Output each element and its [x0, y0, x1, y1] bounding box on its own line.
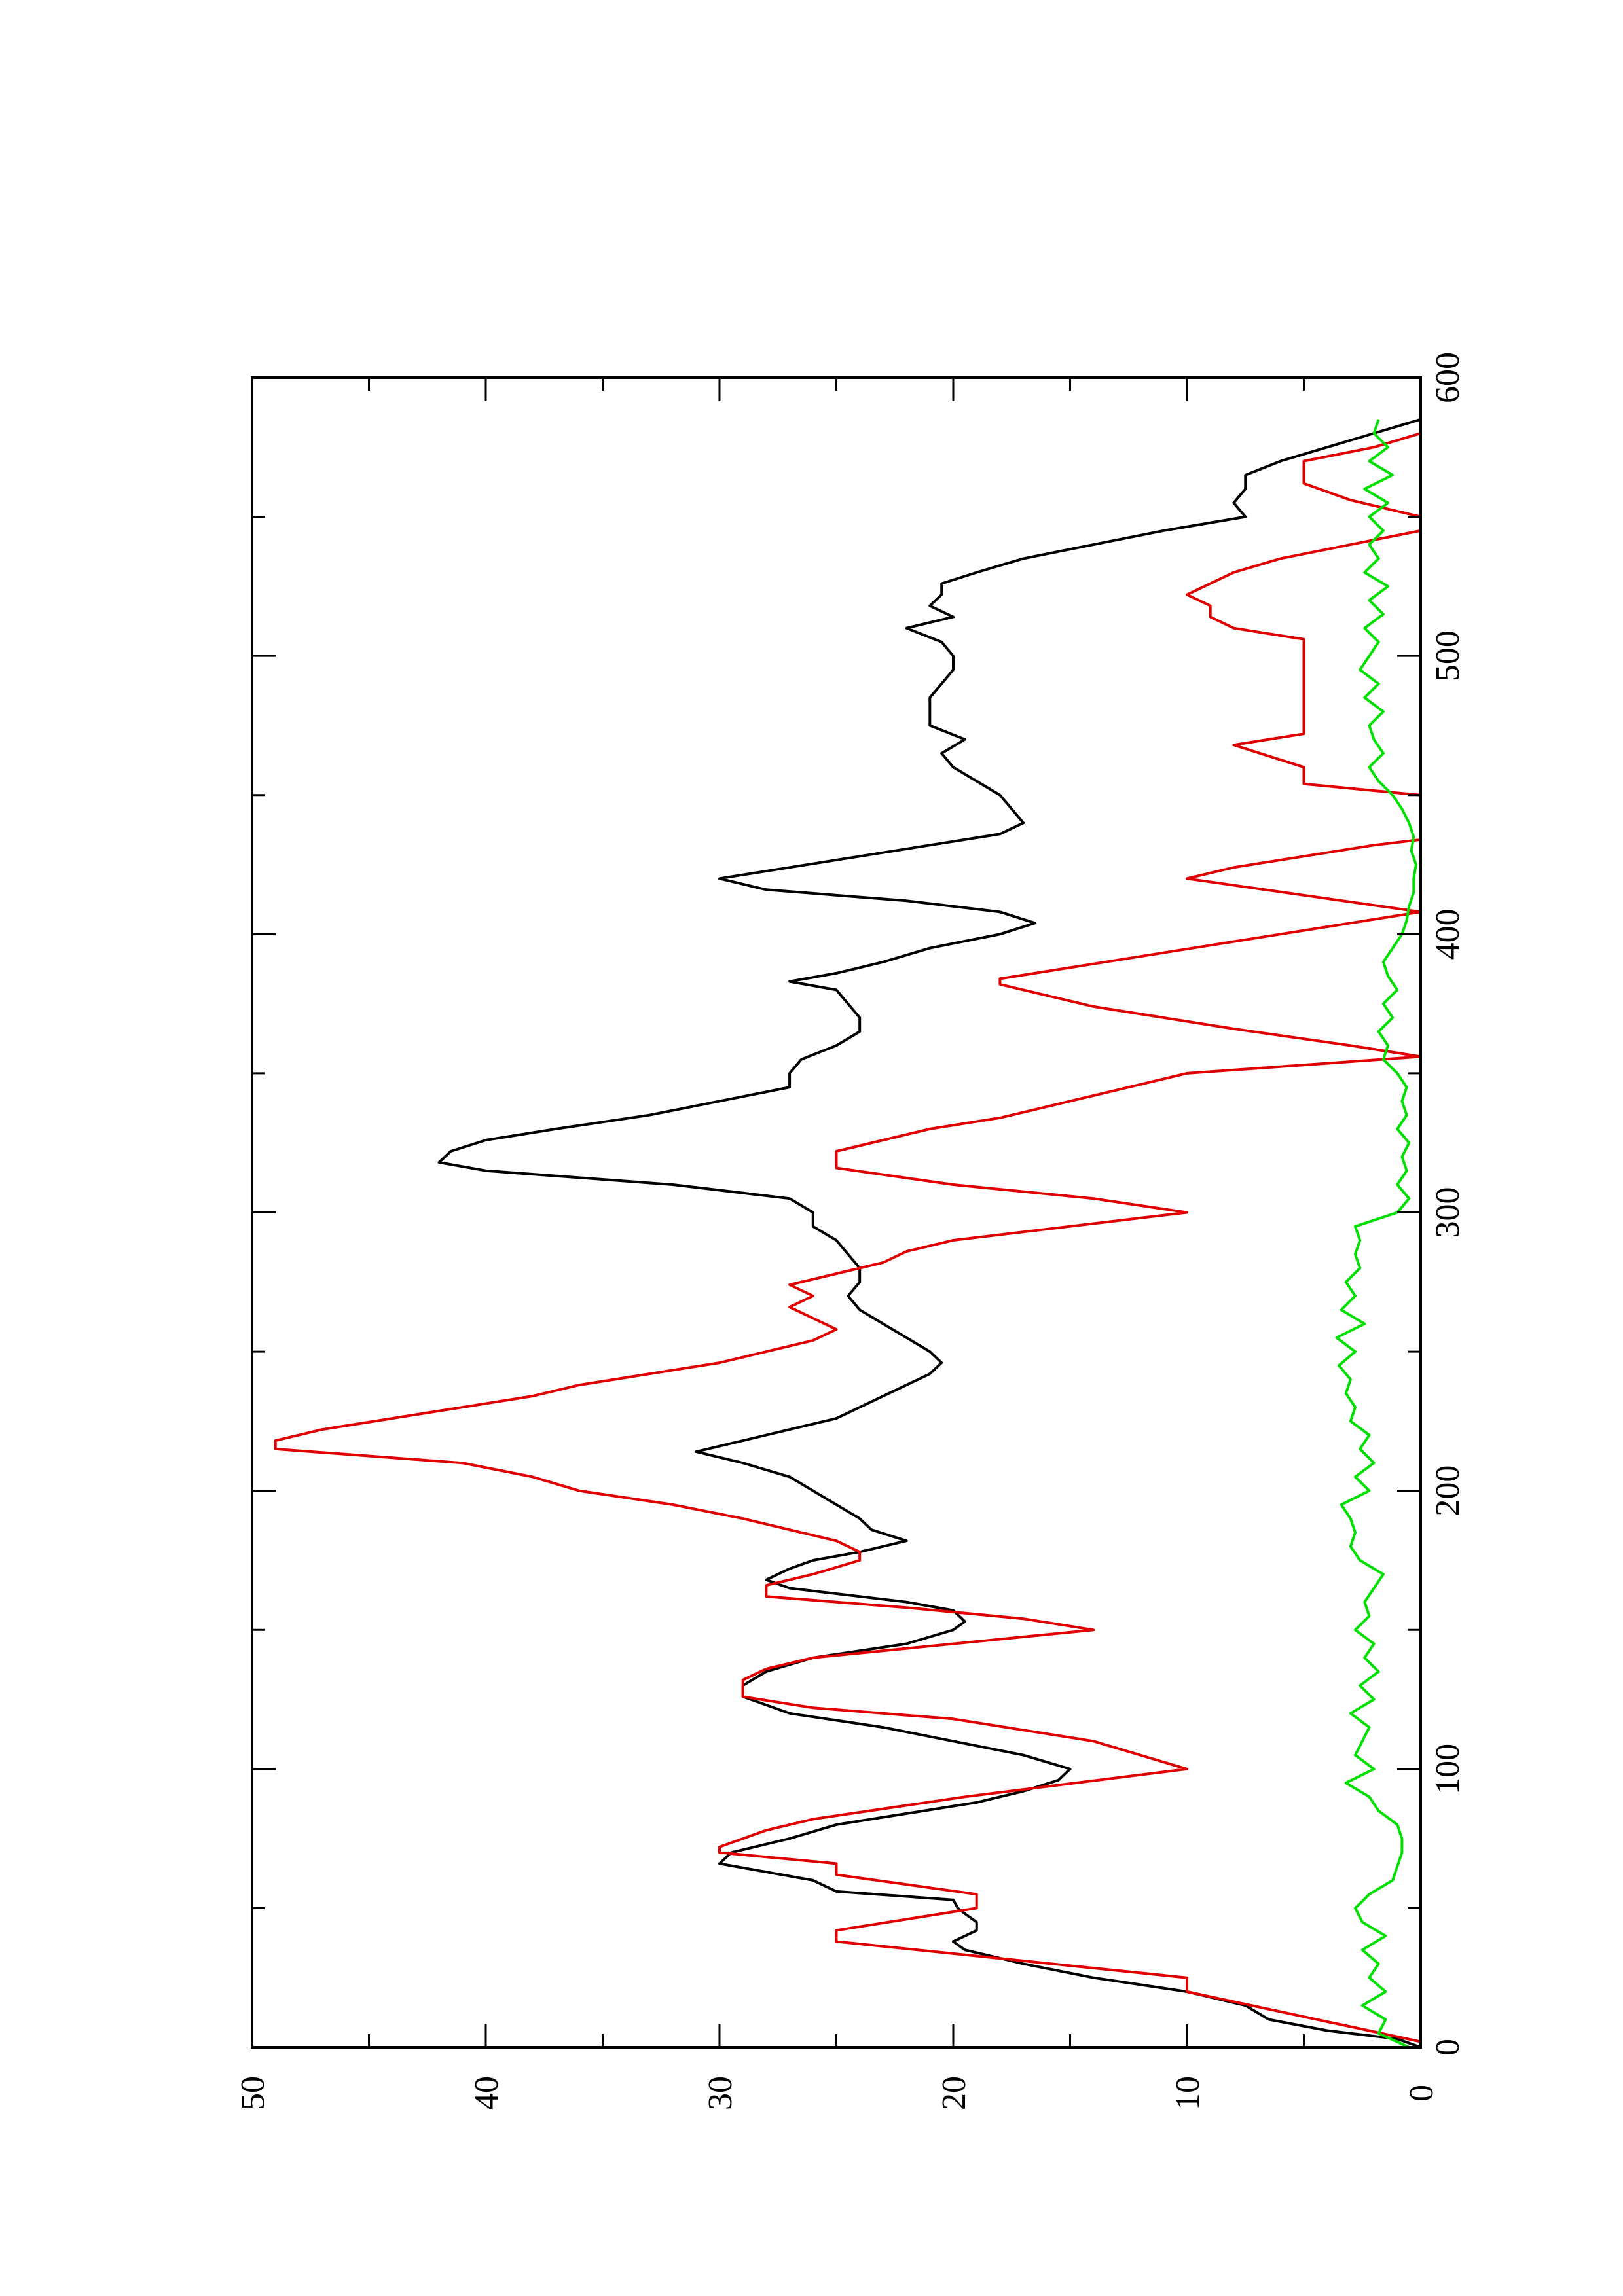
y-tick-label-20: 20 — [936, 2076, 973, 2110]
label-layer: 0 100 200 300 400 500 600 0 10 20 30 40 50 — [234, 352, 1467, 2110]
x-tick-label-600: 600 — [1429, 352, 1467, 403]
x-tick-label-100: 100 — [1429, 1744, 1467, 1795]
y-tick-label-40: 40 — [468, 2076, 505, 2110]
x-tick-label-500: 500 — [1429, 630, 1467, 681]
x-tick-label-300: 300 — [1429, 1187, 1467, 1238]
y-tick-label-0: 0 — [1403, 2085, 1440, 2102]
series-line-2 — [274, 432, 1422, 2047]
series-line-1 — [437, 418, 1421, 2049]
series-line-3 — [1335, 419, 1417, 2049]
y-tick-label-50: 50 — [234, 2076, 272, 2110]
x-tick-label-200: 200 — [1429, 1465, 1467, 1516]
y-tick-label-30: 30 — [702, 2076, 739, 2110]
series-layer — [274, 418, 1422, 2049]
plot-frame — [251, 376, 1422, 2049]
x-tick-label-0: 0 — [1429, 2039, 1467, 2056]
x-tick-label-400: 400 — [1429, 908, 1467, 960]
y-tick-label-10: 10 — [1169, 2076, 1207, 2110]
